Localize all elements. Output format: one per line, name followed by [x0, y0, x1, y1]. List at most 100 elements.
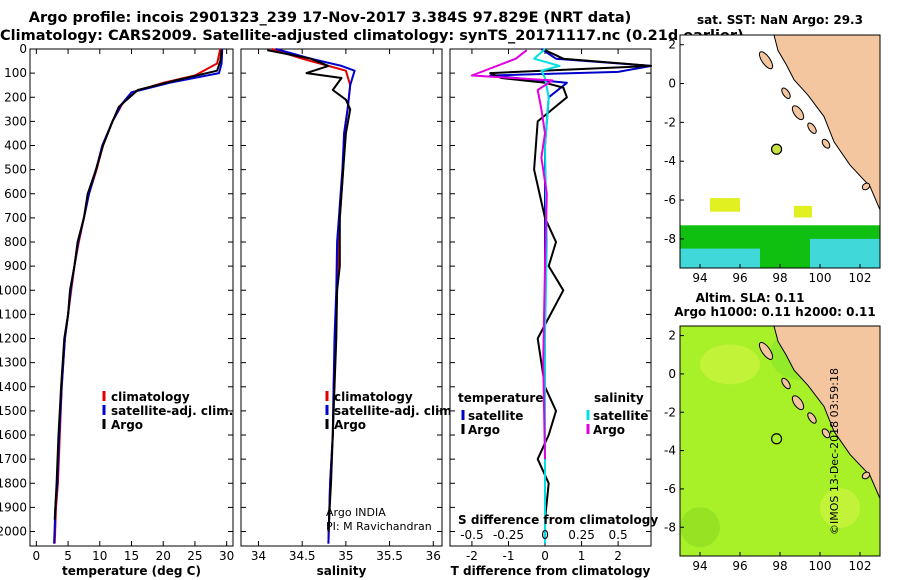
temperature-xtick-label: 15 [124, 549, 139, 563]
salinity-xlabel: salinity [317, 564, 367, 578]
sla-map-content [680, 326, 880, 556]
figure-title-line1: Argo profile: incois 2901323_239 17-Nov-… [28, 10, 632, 26]
sla-map-ytick-label: 2 [668, 329, 676, 343]
sla-map-ytick-label: -6 [664, 482, 676, 496]
sst-map-xtick-label: 98 [772, 271, 787, 285]
depth-tick-label: 1600 [0, 428, 27, 442]
difference-legend-label: satellite [468, 409, 523, 423]
sst-map-land [773, 35, 880, 210]
salinity-legend-label: climatology [334, 390, 413, 404]
sst-map-xtick-label: 94 [692, 271, 707, 285]
salinity-xtick-label: 36 [426, 549, 441, 563]
sla-map-subtitle: Argo h1000: 0.11 h2000: 0.11 [674, 305, 875, 319]
depth-tick-label: 1000 [0, 283, 27, 297]
salinity-legend-label: Argo [334, 418, 366, 432]
depth-tick-label: 800 [4, 235, 27, 249]
difference-xlabel: T difference from climatology [451, 564, 651, 578]
depth-tick-label: 1700 [0, 452, 27, 466]
sla-map-ytick-label: -8 [664, 520, 676, 534]
depth-tick-label: 300 [4, 114, 27, 128]
difference-xlabel2: S difference from climatology [458, 513, 658, 527]
sla-map-island [821, 428, 831, 439]
copyright-stamp: ©IMOS 13-Dec-2018 03:59:18 [828, 368, 841, 535]
sst-map-title: sat. SST: NaN Argo: 29.3 [697, 13, 863, 27]
difference-xtick-label: 2 [614, 549, 622, 563]
sst-map-island [861, 182, 871, 191]
temperature-xtick-label: 10 [92, 549, 107, 563]
sst-map-island [807, 122, 817, 134]
depth-tick-label: 1500 [0, 404, 27, 418]
difference-legend-label: satellite [593, 409, 648, 423]
sst-map-island [781, 87, 791, 99]
temperature-legend-label: Argo [111, 418, 143, 432]
salinity-xtick-label: 34.5 [289, 549, 316, 563]
sla-map-xtick-label: 100 [809, 559, 832, 573]
sla-map-island [781, 377, 791, 390]
sst-map-xtick-label: 100 [809, 271, 832, 285]
temperature-xtick-label: 25 [187, 549, 202, 563]
sst-patch [794, 205, 812, 218]
depth-tick-label: 2000 [0, 525, 27, 539]
difference-x2tick-label: -0.5 [460, 528, 483, 542]
difference-x2tick-label: 0.25 [568, 528, 595, 542]
sst-map-island [821, 138, 831, 149]
difference-legend-title-sal: salinity [594, 391, 644, 405]
depth-tick-label: 400 [4, 139, 27, 153]
salinity-series-argo [267, 49, 352, 532]
sla-map-island [791, 395, 805, 411]
sla-map-ytick-label: -2 [664, 405, 676, 419]
difference-frame [449, 48, 652, 547]
sla-map-xtick-label: 94 [692, 559, 707, 573]
difference-legend-label: Argo [593, 423, 625, 437]
depth-tick-label: 900 [4, 259, 27, 273]
salinity-xtick-label: 35 [338, 549, 353, 563]
difference-x2tick-label: 0.5 [609, 528, 628, 542]
sst-patch [710, 198, 740, 212]
difference-legend-label: Argo [468, 423, 500, 437]
depth-tick-label: 500 [4, 163, 27, 177]
difference-series-salinity-argo [470, 49, 554, 460]
difference-legend-title-temp: temperature [458, 391, 543, 405]
temperature-xtick-label: 30 [219, 549, 234, 563]
sla-map-ytick-label: -4 [664, 444, 676, 458]
sst-map-island [791, 105, 805, 121]
sst-map-ytick-label: 0 [668, 77, 676, 91]
sst-patch [680, 248, 760, 268]
difference-x2tick-label: 0 [541, 528, 549, 542]
difference-series-temperature-argo [489, 49, 652, 520]
temperature-legend-label: satellite-adj. clim. [111, 404, 233, 418]
sla-map-xtick-label: 96 [732, 559, 747, 573]
salinity-annotation: Argo INDIA [326, 506, 386, 519]
temperature-series-argo [53, 50, 223, 520]
difference-xtick-label: 1 [578, 549, 586, 563]
sla-patch [700, 344, 760, 385]
sst-map-argo-marker [770, 143, 783, 155]
sla-map-island [807, 412, 817, 424]
depth-tick-label: 600 [4, 187, 27, 201]
depth-tick-label: 0 [19, 42, 27, 56]
sla-patch [680, 507, 720, 548]
sst-map-ytick-label: -8 [664, 232, 676, 246]
salinity-annotation: PI: M Ravichandran [326, 520, 432, 533]
sst-map-xtick-label: 102 [849, 271, 872, 285]
sst-map-ytick-label: -2 [664, 115, 676, 129]
sst-map-ytick-label: 2 [668, 38, 676, 52]
depth-tick-label: 1400 [0, 380, 27, 394]
salinity-xtick-label: 34 [251, 549, 266, 563]
sla-map-argo-marker [770, 433, 783, 445]
depth-tick-label: 1200 [0, 332, 27, 346]
difference-xtick-label: -2 [466, 549, 478, 563]
figure-title-line2: Climatology: CARS2009. Satellite-adjuste… [0, 28, 744, 44]
sst-patch [810, 238, 880, 268]
sst-map-island [758, 51, 774, 70]
depth-tick-label: 1800 [0, 476, 27, 490]
sla-map-ytick-label: 0 [668, 367, 676, 381]
temperature-xtick-label: 20 [156, 549, 171, 563]
sst-map-content [680, 35, 880, 268]
sla-map-land [773, 326, 880, 499]
sla-map-title: Altim. SLA: 0.11 [696, 291, 805, 305]
depth-tick-label: 1100 [0, 307, 27, 321]
sla-map-xtick-label: 102 [849, 559, 872, 573]
salinity-legend-label: satellite-adj. clim. [334, 404, 456, 418]
